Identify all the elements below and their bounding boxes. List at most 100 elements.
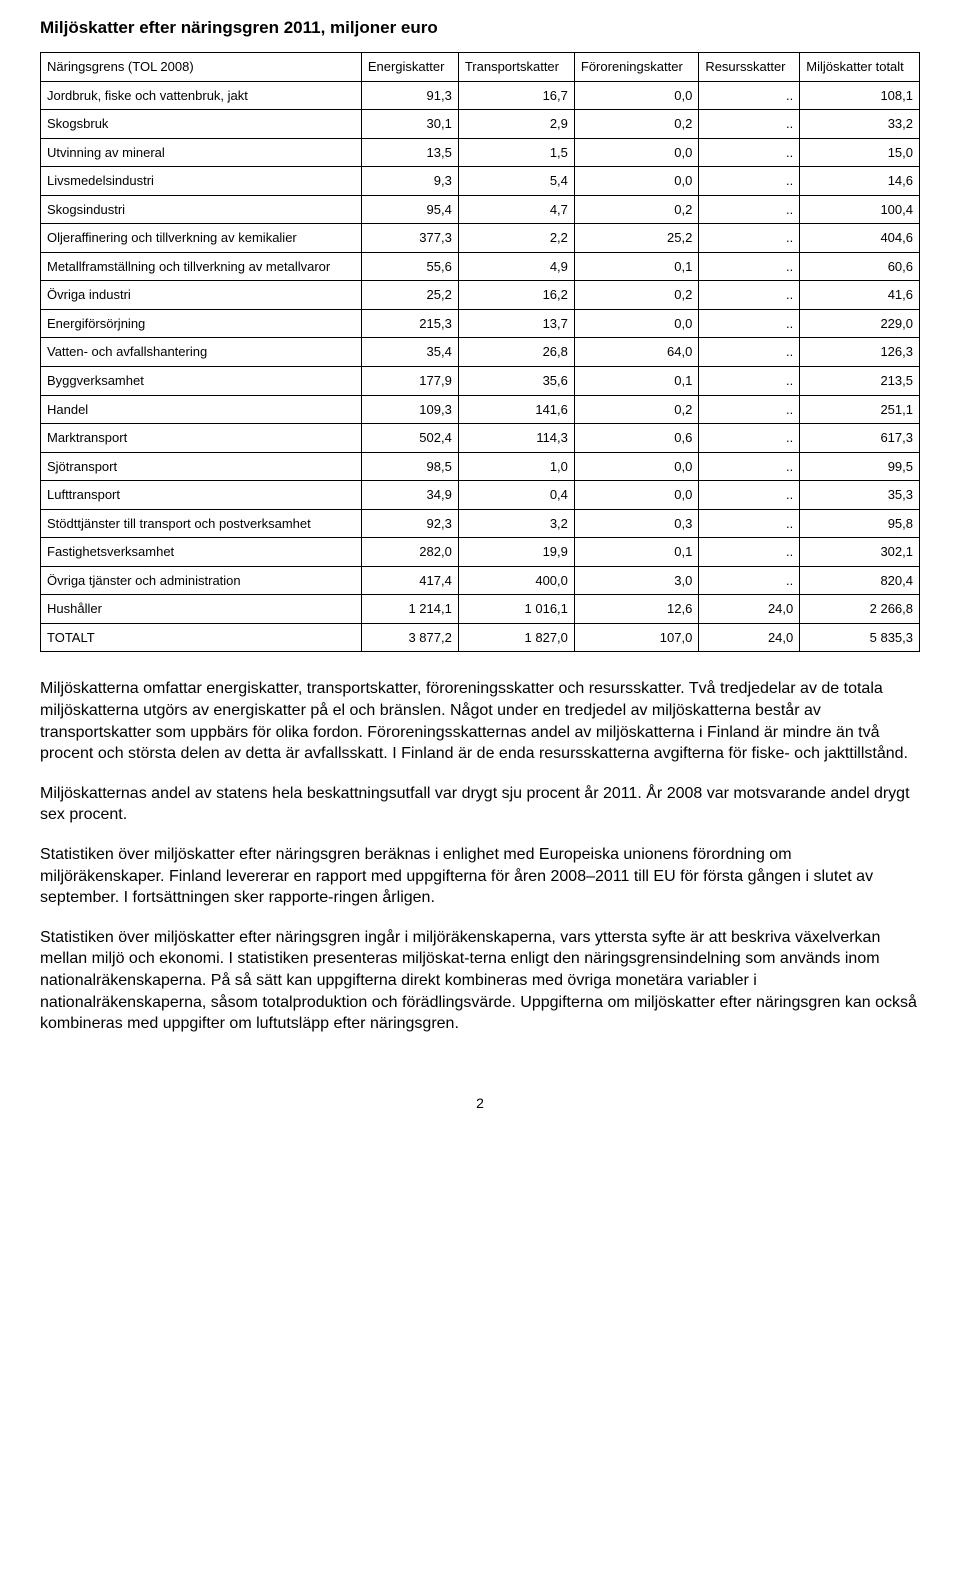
- page-number: 2: [40, 1095, 920, 1111]
- table-cell: 108,1: [800, 81, 920, 110]
- table-cell: 9,3: [361, 167, 458, 196]
- col-header-4: Resursskatter: [699, 53, 800, 82]
- table-cell: 34,9: [361, 481, 458, 510]
- table-cell: 16,2: [458, 281, 574, 310]
- table-cell: 95,8: [800, 509, 920, 538]
- table-cell: 177,9: [361, 367, 458, 396]
- table-row: Utvinning av mineral13,51,50,0..15,0: [41, 138, 920, 167]
- table-row: Energiförsörjning215,313,70,0..229,0: [41, 309, 920, 338]
- table-cell: 1 016,1: [458, 595, 574, 624]
- table-cell: 213,5: [800, 367, 920, 396]
- table-cell: 0,1: [574, 538, 698, 567]
- row-label: Sjötransport: [41, 452, 362, 481]
- table-row: Skogsindustri95,44,70,2..100,4: [41, 195, 920, 224]
- row-label: Lufttransport: [41, 481, 362, 510]
- table-cell: 100,4: [800, 195, 920, 224]
- table-cell: 14,6: [800, 167, 920, 196]
- table-cell: 107,0: [574, 623, 698, 652]
- row-label: Oljeraffinering och tillverkning av kemi…: [41, 224, 362, 253]
- table-cell: ..: [699, 509, 800, 538]
- table-cell: ..: [699, 167, 800, 196]
- row-label: Skogsbruk: [41, 110, 362, 139]
- page-container: Miljöskatter efter näringsgren 2011, mil…: [0, 0, 960, 1151]
- table-cell: 0,6: [574, 424, 698, 453]
- table-cell: 404,6: [800, 224, 920, 253]
- table-cell: 251,1: [800, 395, 920, 424]
- table-cell: 4,7: [458, 195, 574, 224]
- col-header-0: Näringsgrens (TOL 2008): [41, 53, 362, 82]
- table-row: Byggverksamhet177,935,60,1..213,5: [41, 367, 920, 396]
- table-cell: 282,0: [361, 538, 458, 567]
- row-label: Övriga industri: [41, 281, 362, 310]
- table-cell: 114,3: [458, 424, 574, 453]
- table-cell: 2 266,8: [800, 595, 920, 624]
- table-cell: 229,0: [800, 309, 920, 338]
- row-label: Livsmedelsindustri: [41, 167, 362, 196]
- table-cell: 0,2: [574, 110, 698, 139]
- table-cell: 5,4: [458, 167, 574, 196]
- table-cell: 60,6: [800, 252, 920, 281]
- table-cell: ..: [699, 195, 800, 224]
- table-row: Övriga tjänster och administration417,44…: [41, 566, 920, 595]
- col-header-5: Miljöskatter totalt: [800, 53, 920, 82]
- col-header-3: Föroreningskatter: [574, 53, 698, 82]
- page-title: Miljöskatter efter näringsgren 2011, mil…: [40, 18, 920, 38]
- table-cell: 35,3: [800, 481, 920, 510]
- col-header-2: Transportskatter: [458, 53, 574, 82]
- row-label: Jordbruk, fiske och vattenbruk, jakt: [41, 81, 362, 110]
- table-cell: ..: [699, 110, 800, 139]
- table-cell: 0,0: [574, 481, 698, 510]
- row-label: Marktransport: [41, 424, 362, 453]
- table-cell: 0,2: [574, 395, 698, 424]
- paragraph-1: Miljöskatterna omfattar energiskatter, t…: [40, 678, 920, 764]
- table-cell: 35,4: [361, 338, 458, 367]
- table-header-row: Näringsgrens (TOL 2008) Energiskatter Tr…: [41, 53, 920, 82]
- table-row: Metallframställning och tillverkning av …: [41, 252, 920, 281]
- table-cell: 0,0: [574, 138, 698, 167]
- table-cell: 24,0: [699, 623, 800, 652]
- table-cell: 2,2: [458, 224, 574, 253]
- table-cell: 91,3: [361, 81, 458, 110]
- table-cell: 95,4: [361, 195, 458, 224]
- table-cell: ..: [699, 452, 800, 481]
- table-cell: 30,1: [361, 110, 458, 139]
- table-cell: ..: [699, 424, 800, 453]
- table-row: Handel109,3141,60,2..251,1: [41, 395, 920, 424]
- table-cell: 0,1: [574, 367, 698, 396]
- table-cell: 820,4: [800, 566, 920, 595]
- table-cell: ..: [699, 224, 800, 253]
- table-cell: 13,5: [361, 138, 458, 167]
- table-cell: 1,5: [458, 138, 574, 167]
- table-cell: 417,4: [361, 566, 458, 595]
- table-row: Stödttjänster till transport och postver…: [41, 509, 920, 538]
- table-cell: 0,1: [574, 252, 698, 281]
- table-cell: 0,0: [574, 81, 698, 110]
- table-cell: 12,6: [574, 595, 698, 624]
- table-cell: 141,6: [458, 395, 574, 424]
- table-cell: 3,2: [458, 509, 574, 538]
- table-cell: 0,0: [574, 167, 698, 196]
- table-cell: ..: [699, 481, 800, 510]
- table-cell: 55,6: [361, 252, 458, 281]
- table-cell: 19,9: [458, 538, 574, 567]
- table-cell: 25,2: [574, 224, 698, 253]
- row-label: Vatten- och avfallshantering: [41, 338, 362, 367]
- row-label: Fastighetsverksamhet: [41, 538, 362, 567]
- table-cell: 3 877,2: [361, 623, 458, 652]
- table-row: Marktransport502,4114,30,6..617,3: [41, 424, 920, 453]
- table-cell: 1,0: [458, 452, 574, 481]
- row-label: Byggverksamhet: [41, 367, 362, 396]
- table-cell: 64,0: [574, 338, 698, 367]
- col-header-1: Energiskatter: [361, 53, 458, 82]
- table-row: Jordbruk, fiske och vattenbruk, jakt91,3…: [41, 81, 920, 110]
- table-cell: ..: [699, 252, 800, 281]
- table-row: Livsmedelsindustri9,35,40,0..14,6: [41, 167, 920, 196]
- table-cell: 0,0: [574, 309, 698, 338]
- row-label: TOTALT: [41, 623, 362, 652]
- row-label: Skogsindustri: [41, 195, 362, 224]
- table-cell: ..: [699, 367, 800, 396]
- table-cell: 41,6: [800, 281, 920, 310]
- row-label: Energiförsörjning: [41, 309, 362, 338]
- table-row: Vatten- och avfallshantering35,426,864,0…: [41, 338, 920, 367]
- table-cell: 25,2: [361, 281, 458, 310]
